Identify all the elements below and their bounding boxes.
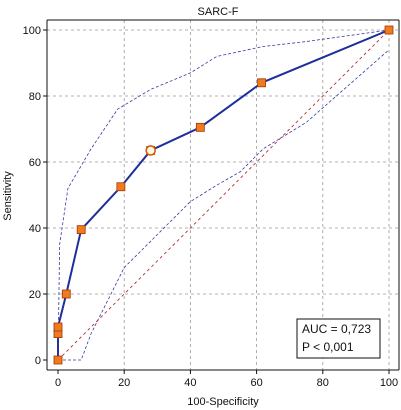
y-axis-title: Sensitivity	[2, 171, 14, 221]
auc-annotation-box: AUC = 0,723 P < 0,001	[296, 318, 381, 359]
reference-diagonal	[57, 29, 390, 361]
y-tick-label: 80	[29, 91, 41, 103]
roc-point	[384, 25, 394, 35]
roc-point	[257, 78, 266, 88]
grid-lines	[47, 20, 399, 370]
x-tick-label: 0	[55, 377, 61, 389]
series-layer	[57, 29, 390, 361]
x-tick-label: 80	[317, 377, 329, 389]
x-tick-label: 40	[184, 377, 196, 389]
ci-lower-band	[58, 49, 390, 361]
roc-point	[116, 182, 126, 192]
p-value-label: P < 0,001	[302, 340, 354, 354]
x-axis-title: 100-Specificity	[187, 396, 259, 408]
roc-point	[53, 322, 63, 332]
y-tick-label: 0	[35, 355, 41, 367]
x-tick-label: 20	[118, 377, 130, 389]
roc-point	[195, 122, 205, 132]
x-tick-label: 100	[380, 377, 398, 389]
x-tick-label: 60	[250, 377, 262, 389]
roc-point	[76, 225, 86, 235]
axes: 0 20 40 60 80 100 0 20 40 60 80 100	[23, 19, 400, 389]
annotation-frame	[296, 318, 381, 359]
y-tick-label: 100	[23, 25, 41, 37]
roc-point	[61, 289, 71, 299]
y-tick-label: 20	[29, 289, 41, 301]
y-tick-label: 60	[29, 157, 41, 169]
optimal-point	[145, 145, 156, 156]
y-tick-label: 40	[29, 223, 41, 235]
auc-label: AUC = 0,723	[302, 322, 371, 336]
chart-title: SARC-F	[198, 6, 239, 18]
ci-upper-band	[57, 29, 390, 361]
roc-point	[53, 355, 63, 365]
marker-layer	[53, 25, 394, 365]
